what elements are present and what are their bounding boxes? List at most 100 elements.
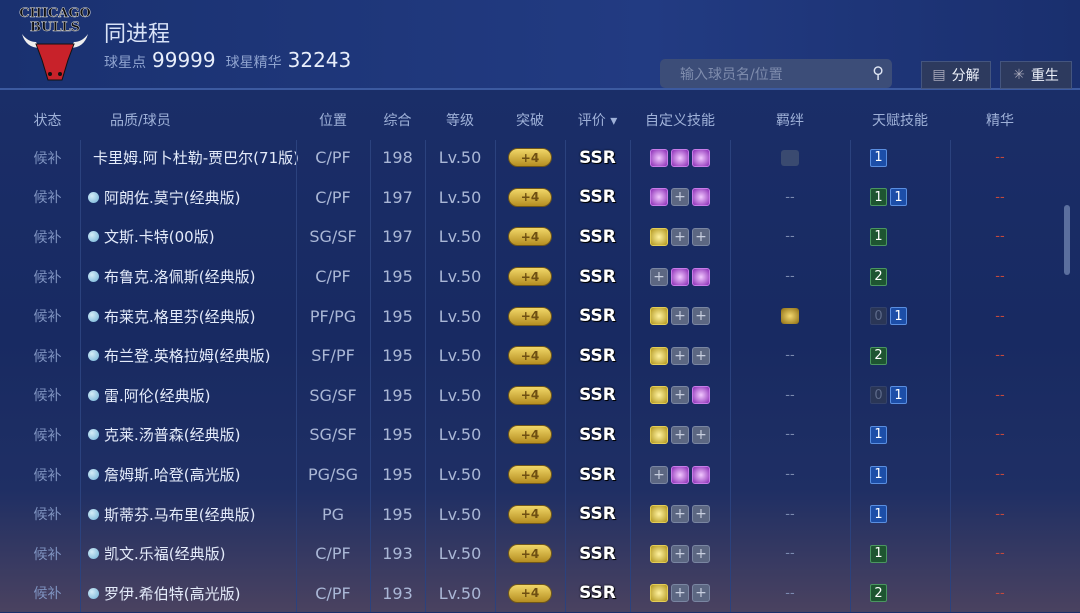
- add-skill-slot[interactable]: +: [650, 267, 668, 286]
- table-row[interactable]: 候补 文斯.卡特(00版) SG/SF 197 Lv.50 +4 SSR + + …: [0, 217, 1060, 257]
- player-cell[interactable]: 布莱克.格里芬(经典版): [88, 296, 298, 336]
- player-cell[interactable]: 阿朗佐.莫宁(经典版): [88, 178, 298, 218]
- player-cell[interactable]: 布鲁克.洛佩斯(经典版): [88, 257, 298, 297]
- rebirth-button[interactable]: ✳ 重生: [1000, 61, 1072, 89]
- add-skill-slot[interactable]: +: [650, 465, 668, 484]
- skill-icon[interactable]: [671, 267, 689, 286]
- skill-icon[interactable]: [650, 188, 668, 207]
- player-cell[interactable]: 文斯.卡特(00版): [88, 217, 298, 257]
- bond-empty: --: [785, 387, 795, 403]
- talent-badge[interactable]: 1: [870, 227, 887, 246]
- add-skill-slot[interactable]: +: [671, 188, 689, 207]
- talent-badge[interactable]: 1: [870, 148, 887, 167]
- talent-badge[interactable]: 1: [890, 307, 907, 326]
- talent-badge[interactable]: 2: [870, 267, 887, 286]
- skill-icon[interactable]: [692, 386, 710, 405]
- add-skill-slot[interactable]: +: [692, 227, 710, 246]
- talent-badge[interactable]: 1: [870, 425, 887, 444]
- position: PG: [321, 504, 345, 524]
- talent-badge[interactable]: 1: [890, 188, 907, 207]
- add-skill-slot[interactable]: +: [692, 505, 710, 524]
- add-skill-slot[interactable]: +: [692, 584, 710, 603]
- currency-stats: 球星点 99999 球星精华 32243: [104, 48, 355, 72]
- add-skill-slot[interactable]: +: [671, 227, 689, 246]
- status: 候补: [33, 190, 62, 207]
- skill-icon[interactable]: [650, 148, 668, 167]
- add-skill-slot[interactable]: +: [671, 307, 689, 326]
- table-row[interactable]: 候补 凯文.乐福(经典版) C/PF 193 Lv.50 +4 SSR + + -…: [0, 534, 1060, 574]
- skill-icon[interactable]: [650, 386, 668, 405]
- player-name: 布兰登.英格拉姆(经典版): [104, 347, 271, 366]
- skill-icon[interactable]: [692, 148, 710, 167]
- add-skill-slot[interactable]: +: [692, 346, 710, 365]
- talent-badge[interactable]: 1: [870, 544, 887, 563]
- skill-icon[interactable]: [650, 307, 668, 326]
- table-row[interactable]: 候补 布兰登.英格拉姆(经典版) SF/PF 195 Lv.50 +4 SSR …: [0, 336, 1060, 376]
- talent-badge[interactable]: 1: [870, 188, 887, 207]
- add-skill-slot[interactable]: +: [692, 425, 710, 444]
- table-row[interactable]: 候补 克莱.汤普森(经典版) SG/SF 195 Lv.50 +4 SSR + +…: [0, 415, 1060, 455]
- add-skill-slot[interactable]: +: [671, 386, 689, 405]
- table-row[interactable]: 候补 布莱克.格里芬(经典版) PF/PG 195 Lv.50 +4 SSR +…: [0, 296, 1060, 336]
- skill-icon[interactable]: [650, 227, 668, 246]
- player-cell[interactable]: 布兰登.英格拉姆(经典版): [88, 336, 298, 376]
- custom-skills: +: [630, 178, 730, 218]
- add-skill-slot[interactable]: +: [671, 425, 689, 444]
- player-cell[interactable]: 詹姆斯.哈登(高光版): [88, 455, 298, 495]
- add-skill-slot[interactable]: +: [692, 544, 710, 563]
- add-skill-slot[interactable]: +: [692, 307, 710, 326]
- add-skill-slot[interactable]: +: [671, 346, 689, 365]
- player-cell[interactable]: 罗伊.希伯特(高光版): [88, 574, 298, 613]
- grade: SSR: [579, 424, 616, 445]
- player-cell[interactable]: 凯文.乐福(经典版): [88, 534, 298, 574]
- bond-icon[interactable]: [781, 308, 799, 325]
- bond-icon[interactable]: [781, 149, 799, 166]
- table-row[interactable]: 候补 布鲁克.洛佩斯(经典版) C/PF 195 Lv.50 +4 SSR + …: [0, 257, 1060, 297]
- talent-badge[interactable]: 0: [870, 307, 887, 326]
- skill-icon[interactable]: [671, 148, 689, 167]
- player-cell[interactable]: 卡里姆.阿卜杜勒-贾巴尔(71版): [88, 138, 299, 178]
- column-header[interactable]: 评价 ▾: [577, 113, 618, 129]
- table-row[interactable]: 候补 卡里姆.阿卜杜勒-贾巴尔(71版) C/PF 198 Lv.50 +4 S…: [0, 138, 1060, 178]
- talent-badge[interactable]: 1: [870, 505, 887, 524]
- skill-icon[interactable]: [671, 465, 689, 484]
- overall: 198: [382, 148, 413, 168]
- talent-badge[interactable]: 2: [870, 584, 887, 603]
- bond-cell: --: [730, 376, 850, 416]
- bond-cell: --: [730, 415, 850, 455]
- skill-icon[interactable]: [650, 544, 668, 563]
- player-cell[interactable]: 雷.阿伦(经典版): [88, 376, 298, 416]
- quality-dot-icon: [88, 231, 99, 243]
- skill-icon[interactable]: [650, 584, 668, 603]
- player-cell[interactable]: 克莱.汤普森(经典版): [88, 415, 298, 455]
- player-cell[interactable]: 斯蒂芬.马布里(经典版): [88, 494, 298, 534]
- talent-badge[interactable]: 1: [890, 386, 907, 405]
- table-row[interactable]: 候补 阿朗佐.莫宁(经典版) C/PF 197 Lv.50 +4 SSR + -…: [0, 178, 1060, 218]
- search-input[interactable]: 输入球员名/位置 ⚲: [660, 59, 892, 88]
- table-row[interactable]: 候补 雷.阿伦(经典版) SG/SF 195 Lv.50 +4 SSR + --…: [0, 376, 1060, 416]
- column-header: 突破: [516, 113, 544, 129]
- search-icon[interactable]: ⚲: [872, 63, 884, 82]
- skill-icon[interactable]: [692, 188, 710, 207]
- skill-icon[interactable]: [650, 425, 668, 444]
- decompose-button[interactable]: ▤ 分解: [921, 61, 991, 89]
- custom-skills: + +: [630, 296, 730, 336]
- add-skill-slot[interactable]: +: [671, 544, 689, 563]
- add-skill-slot[interactable]: +: [671, 505, 689, 524]
- talent-badge[interactable]: 0: [870, 386, 887, 405]
- skill-icon[interactable]: [692, 267, 710, 286]
- table-row[interactable]: 候补 罗伊.希伯特(高光版) C/PF 193 Lv.50 +4 SSR + + …: [0, 574, 1060, 613]
- breakthrough-cell: +4: [495, 336, 565, 376]
- add-skill-slot[interactable]: +: [671, 584, 689, 603]
- talent-badge[interactable]: 2: [870, 346, 887, 365]
- talent-badge[interactable]: 1: [870, 465, 887, 484]
- table-row[interactable]: 候补 斯蒂芬.马布里(经典版) PG 195 Lv.50 +4 SSR + + -…: [0, 494, 1060, 534]
- table-row[interactable]: 候补 詹姆斯.哈登(高光版) PG/SG 195 Lv.50 +4 SSR + …: [0, 455, 1060, 495]
- skill-icon[interactable]: [692, 465, 710, 484]
- scrollbar[interactable]: [1064, 205, 1070, 275]
- level: Lv.50: [438, 583, 482, 603]
- skill-icon[interactable]: [650, 346, 668, 365]
- grade: SSR: [579, 583, 616, 604]
- skill-icon[interactable]: [650, 505, 668, 524]
